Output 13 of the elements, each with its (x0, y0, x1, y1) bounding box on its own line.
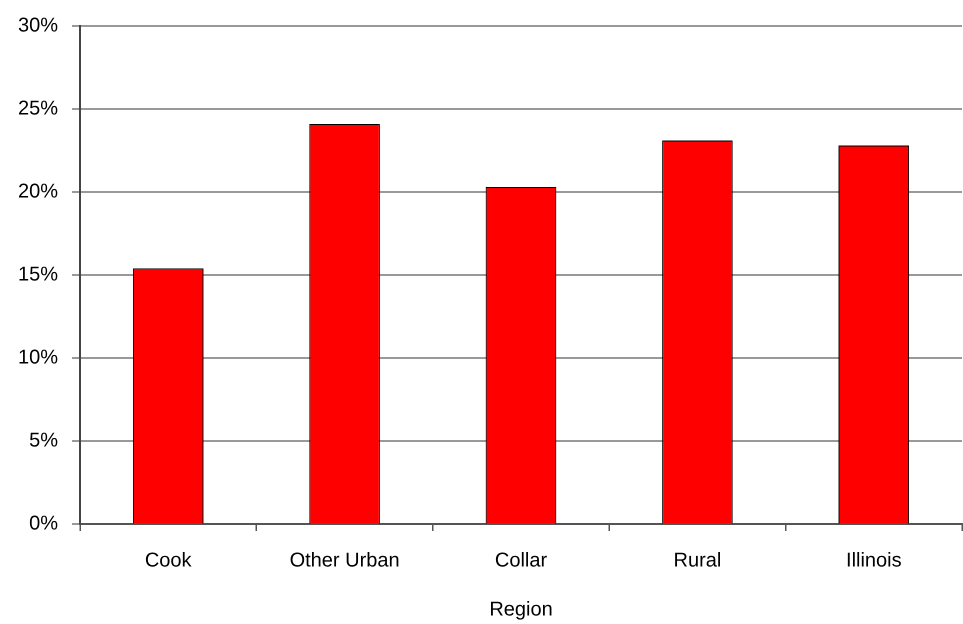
y-tick-label: 15% (18, 264, 58, 286)
x-axis-title: Region (489, 598, 553, 621)
y-tick-label: 30% (18, 14, 58, 37)
x-tick-label: Cook (144, 550, 193, 572)
x-tick-label: Collar (494, 550, 548, 572)
y-tick-label: 10% (18, 346, 58, 369)
y-tick-label: 0% (29, 512, 58, 535)
x-tick-label: Rural (674, 550, 722, 572)
y-tick-label: 5% (29, 430, 58, 452)
y-tick-label: 25% (18, 98, 58, 120)
y-tick-label: 20% (18, 180, 58, 203)
x-tick-label: Illinois (846, 550, 902, 572)
x-tick-label: Other Urban (290, 550, 400, 572)
